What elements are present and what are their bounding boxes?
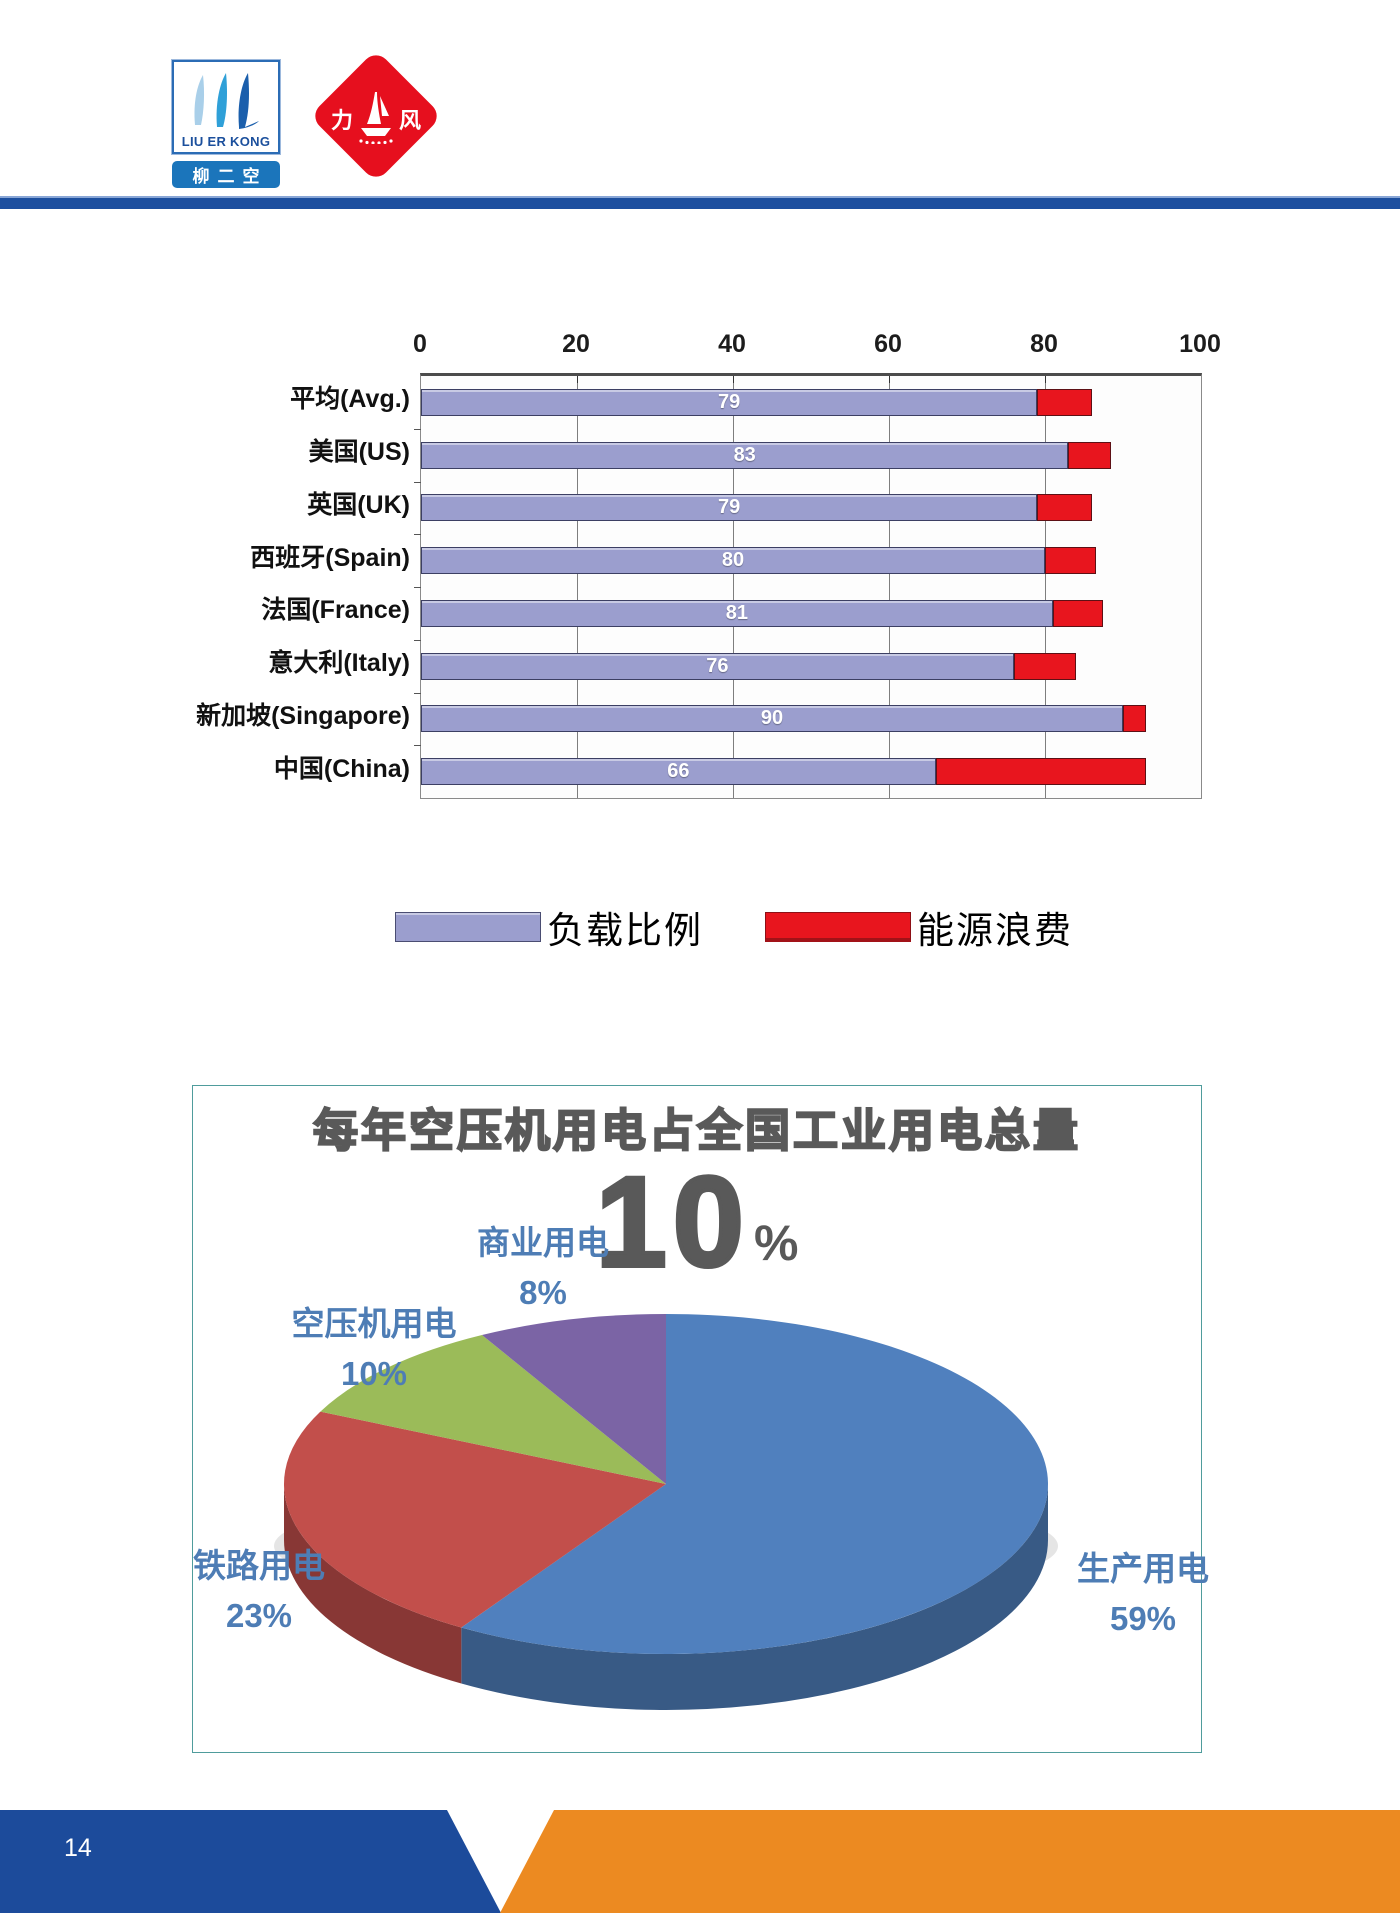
pie-label-商业用电: 商业用电 8% [477,1224,609,1311]
legend-swatch-waste [765,912,911,942]
legend-swatch-load [395,912,541,942]
bar-value-label: 83 [733,443,756,466]
footer-orange-shape [500,1810,1400,1913]
bar-segment-waste [1045,547,1096,575]
bar-value-label: 66 [667,760,690,783]
badge-right-char: 风 [399,108,422,133]
bar-segment-waste [1068,441,1112,469]
pie-side-生产用电 [461,1484,1048,1710]
gridline [1045,376,1046,798]
pie-label-铁路用电: 铁路用电 23% [193,1547,325,1634]
bar-value-label: 79 [717,390,741,413]
bar-segment-load [421,441,1069,469]
x-axis-tick-label: 100 [1179,330,1221,358]
pie-slice-商业用电 [481,1314,666,1484]
bar-segment-waste [1037,388,1092,416]
bar-segment-load [421,547,1045,575]
footer-band: 14 [0,1810,1400,1913]
bar-value-label: 81 [725,601,749,624]
bar-chart-plot-area: 79 83 79 80 81 76 90 66 [414,373,1202,799]
axis-minor-tick [414,745,421,747]
gridline [577,376,578,798]
bar-segment-load [421,705,1123,733]
pie-label-空压机用电: 空压机用电 10% [291,1305,457,1392]
axis-tick-mark [733,376,734,383]
pie-3d-graphic [274,1314,1058,1710]
category-label: 法国(France) [261,596,410,625]
header-divider-rule [0,196,1400,209]
pie-chart-title: 每年空压机用电占全国工业用电总量 [312,1104,1081,1157]
liuerkong-logo-box: LIU ER KONG [171,59,281,155]
axis-tick-mark [577,376,578,383]
x-axis-tick-label: 0 [413,330,427,358]
lifeng-badge: 力 风 [308,48,444,190]
logo-wordmark: LIU ER KONG [181,134,271,149]
axis-minor-tick [414,639,421,641]
bar-segment-load [421,494,1038,522]
legend-label-load: 负载比例 [547,910,703,951]
x-axis-tick-label: 80 [1030,330,1058,358]
category-label: 美国(US) [308,438,410,467]
badge-content: 力 风 [308,48,444,190]
category-label: 中国(China) [273,754,410,783]
pie-slice-生产用电 [461,1314,1048,1654]
boat-icon [355,90,397,149]
callout-value: 10 [594,1151,750,1294]
logo-chinese-name: 柳二空 [172,161,280,188]
pie-slice-空压机用电 [320,1335,666,1484]
legend-label-waste: 能源浪费 [917,910,1073,951]
x-axis-tick-label: 60 [874,330,902,358]
bar-segment-waste [1123,705,1147,733]
category-label: 西班牙(Spain) [250,543,410,572]
bar-chart-legend: 负载比例 能源浪费 [395,900,1073,954]
bar-value-label: 76 [706,654,729,677]
x-axis-tick-label: 40 [718,330,746,358]
bar-segment-load [421,599,1053,627]
bar-segment-waste [1013,652,1077,680]
bar-segment-waste [935,758,1147,786]
x-axis-tick-label: 20 [562,330,590,358]
axis-tick-mark [889,376,890,383]
pie-side-铁路用电 [284,1484,462,1684]
badge-left-char: 力 [330,108,353,133]
axis-minor-tick [414,481,421,483]
bar-segment-waste [1052,599,1104,627]
pie-slice-铁路用电 [283,1411,666,1628]
axis-minor-tick [414,587,421,588]
pie-chart-panel: 每年空压机用电占全国工业用电总量 10 % 生产用电 59% 铁路用电 23% 空压机用… [192,1085,1209,1753]
sails-icon [189,73,263,134]
gridline [733,376,734,798]
axis-minor-tick [414,428,421,430]
page-number: 14 [64,1834,92,1862]
pie-label-生产用电: 生产用电 59% [1077,1550,1209,1637]
liuerkong-logo: LIU ER KONG 柳二空 [171,59,281,188]
bar-segment-load [421,758,936,786]
bar-segment-load [421,388,1038,416]
axis-minor-tick [414,692,421,694]
gridline [889,376,890,798]
bar-value-label: 80 [721,549,745,572]
axis-minor-tick [414,534,421,536]
bar-value-label: 90 [760,707,784,730]
callout-unit: % [753,1214,799,1271]
category-label: 英国(UK) [307,490,410,519]
bar-segment-load [421,652,1014,680]
category-label: 意大利(Italy) [268,649,410,678]
footer-blue-shape [0,1810,501,1913]
category-label: 新加坡(Singapore) [196,701,410,730]
pie-callout-10pct: 10 % [193,1151,1201,1294]
bar-value-label: 79 [717,496,741,519]
axis-tick-mark [1045,376,1046,383]
category-label: 平均(Avg.) [290,385,410,414]
bar-segment-waste [1037,494,1092,522]
